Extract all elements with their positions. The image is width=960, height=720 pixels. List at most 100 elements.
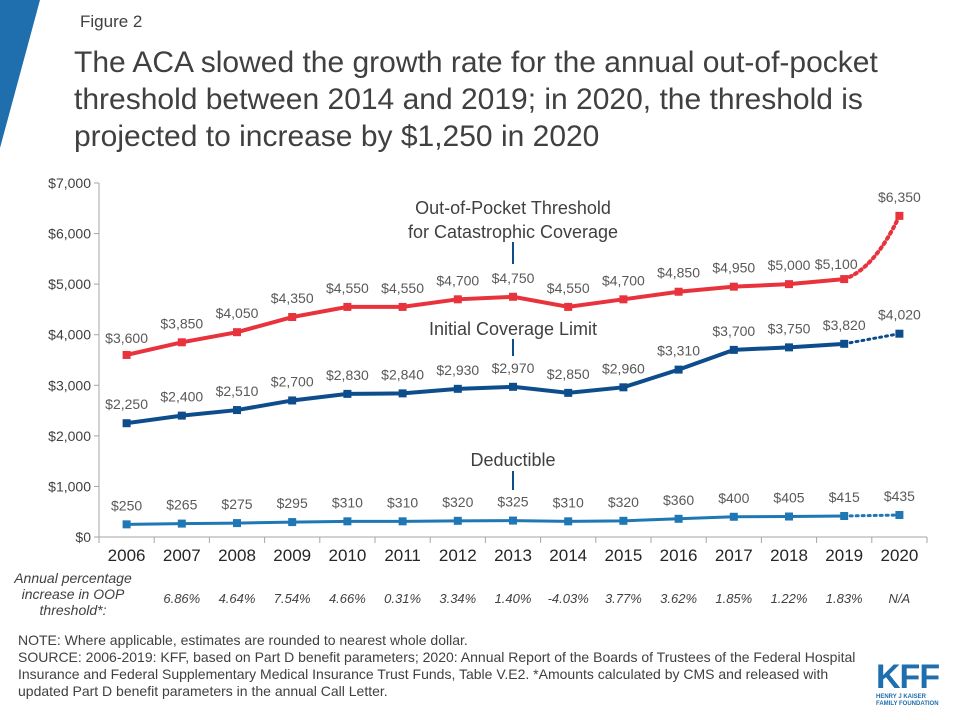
data-label: $4,350 bbox=[271, 290, 314, 306]
data-point bbox=[343, 389, 352, 398]
data-label: $5,100 bbox=[815, 256, 858, 272]
data-point bbox=[674, 514, 683, 523]
data-label: $325 bbox=[497, 494, 528, 510]
pct-value: 1.83% bbox=[825, 591, 863, 606]
chart-title: The ACA slowed the growth rate for the a… bbox=[74, 46, 878, 153]
data-label: $320 bbox=[608, 494, 639, 510]
logo-sub: FAMILY FOUNDATION bbox=[876, 701, 939, 707]
figure-label: Figure 2 bbox=[80, 12, 143, 31]
data-point bbox=[895, 511, 904, 520]
series-label: Initial Coverage Limit bbox=[429, 319, 597, 339]
data-label: $265 bbox=[166, 497, 197, 513]
data-point bbox=[785, 512, 793, 521]
data-label: $2,850 bbox=[547, 366, 590, 382]
data-point bbox=[785, 343, 793, 352]
data-point bbox=[509, 292, 517, 301]
data-point bbox=[288, 396, 297, 405]
data-label: $2,700 bbox=[271, 373, 314, 389]
data-label: $3,820 bbox=[823, 317, 866, 333]
data-point bbox=[233, 406, 241, 415]
data-label: $6,350 bbox=[878, 189, 921, 205]
data-label: $5,000 bbox=[768, 257, 811, 273]
data-label: $400 bbox=[718, 490, 749, 506]
data-point bbox=[343, 302, 352, 311]
note-line: NOTE: Where applicable, estimates are ro… bbox=[18, 632, 468, 648]
pct-caption-line: increase in OOP bbox=[21, 586, 125, 602]
pct-value: 1.22% bbox=[770, 591, 808, 606]
kff-logo: KFF HENRY J KAISER FAMILY FOUNDATION bbox=[876, 660, 944, 708]
data-label: $4,050 bbox=[216, 305, 259, 321]
data-point bbox=[619, 295, 628, 304]
data-point bbox=[177, 338, 186, 347]
data-label: $310 bbox=[387, 494, 418, 510]
data-point bbox=[564, 388, 573, 397]
data-point bbox=[674, 365, 683, 374]
data-point bbox=[177, 519, 186, 528]
data-label: $2,970 bbox=[492, 360, 535, 376]
y-tick-label: $6,000 bbox=[48, 226, 91, 242]
series-label: Deductible bbox=[470, 450, 555, 470]
data-point bbox=[343, 517, 352, 526]
corner-accent bbox=[0, 0, 40, 148]
x-tick-label: 2015 bbox=[604, 546, 642, 565]
data-point bbox=[564, 517, 573, 526]
pct-value: 4.64% bbox=[218, 591, 256, 606]
pct-value: 4.66% bbox=[328, 591, 366, 606]
data-point bbox=[288, 518, 297, 527]
data-point bbox=[453, 384, 462, 393]
data-label: $2,400 bbox=[160, 389, 203, 405]
pct-value: N/A bbox=[888, 591, 911, 606]
pct-value: 6.86% bbox=[163, 591, 201, 606]
data-label: $435 bbox=[884, 488, 915, 504]
series-line-solid bbox=[126, 514, 845, 526]
logo-main: KFF bbox=[876, 658, 940, 696]
data-point bbox=[453, 295, 462, 304]
data-label: $4,020 bbox=[878, 307, 921, 323]
x-tick-label: 2009 bbox=[273, 546, 311, 565]
data-point bbox=[895, 211, 904, 220]
data-point bbox=[509, 382, 517, 391]
data-label: $2,250 bbox=[105, 396, 148, 412]
data-label: $4,550 bbox=[326, 280, 369, 296]
data-label: $4,750 bbox=[492, 270, 535, 286]
series-label: Out-of-Pocket Threshold bbox=[415, 198, 611, 218]
series-line-projected bbox=[842, 332, 901, 346]
data-label: $2,960 bbox=[602, 360, 645, 376]
x-tick-label: 2018 bbox=[770, 546, 808, 565]
data-point bbox=[453, 516, 462, 525]
data-label: $3,700 bbox=[712, 323, 755, 339]
x-tick-label: 2007 bbox=[163, 546, 201, 565]
pct-caption-line: threshold*: bbox=[39, 602, 107, 618]
data-label: $2,840 bbox=[381, 366, 424, 382]
data-point bbox=[564, 302, 573, 311]
y-tick-label: $3,000 bbox=[48, 377, 91, 393]
pct-value: 7.54% bbox=[273, 591, 311, 606]
data-point bbox=[398, 517, 407, 526]
data-label: $4,550 bbox=[547, 280, 590, 296]
data-point bbox=[509, 516, 517, 525]
series-line-projected bbox=[842, 213, 902, 282]
data-label: $4,550 bbox=[381, 280, 424, 296]
data-point bbox=[398, 389, 407, 398]
data-point bbox=[729, 345, 738, 354]
data-point bbox=[674, 287, 683, 296]
data-point bbox=[840, 339, 849, 348]
y-tick-label: $7,000 bbox=[48, 175, 91, 191]
notes: NOTE: Where applicable, estimates are ro… bbox=[18, 632, 878, 700]
data-label: $310 bbox=[332, 494, 363, 510]
data-point bbox=[177, 411, 186, 420]
pct-value: 1.40% bbox=[494, 591, 532, 606]
x-tick-label: 2020 bbox=[880, 546, 918, 565]
pct-caption: Annual percentage increase in OOP thresh… bbox=[0, 570, 146, 618]
x-tick-label: 2011 bbox=[384, 546, 421, 565]
data-label: $3,310 bbox=[657, 343, 700, 359]
data-label: $3,600 bbox=[105, 330, 148, 346]
data-point bbox=[233, 519, 241, 528]
y-tick-label: $4,000 bbox=[48, 327, 91, 343]
data-label: $405 bbox=[773, 490, 804, 506]
pct-value: -4.03% bbox=[547, 591, 589, 606]
data-label: $3,850 bbox=[160, 315, 203, 331]
data-label: $320 bbox=[442, 494, 473, 510]
data-label: $415 bbox=[829, 489, 860, 505]
